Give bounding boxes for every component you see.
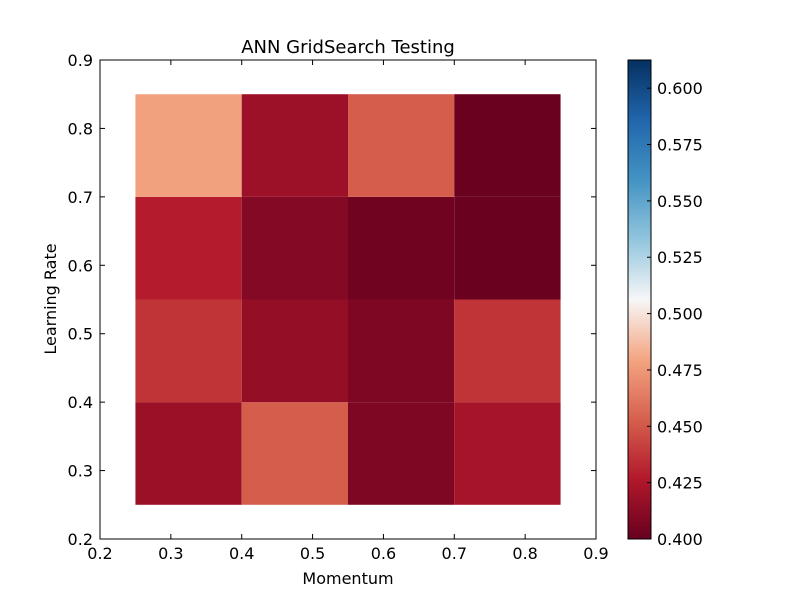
y-tick-label: 0.8 (68, 119, 93, 138)
x-axis-label: Momentum (302, 569, 393, 588)
heatmap-cell (135, 94, 242, 197)
colorbar-tick-label: 0.400 (657, 530, 703, 549)
heatmap-cell (135, 402, 242, 505)
heatmap-cell (454, 94, 561, 197)
heatmap-cell (348, 402, 455, 505)
colorbar-tick-label: 0.450 (657, 417, 703, 436)
y-tick-label: 0.9 (68, 51, 93, 70)
colorbar-ticks: 0.400 0.425 0.450 0.475 0.500 0.525 0.550 0.575… (647, 79, 703, 549)
plot-frame (99, 59, 597, 540)
colorbar-tick-label: 0.425 (657, 474, 703, 493)
colorbar-tick-label: 0.575 (657, 136, 703, 155)
y-tick-label: 0.2 (68, 530, 93, 549)
colorbar-tick-label: 0.600 (657, 79, 703, 98)
y-tick-label: 0.4 (68, 393, 93, 412)
x-tick-label: 0.5 (300, 544, 325, 563)
heatmap-cell (348, 299, 455, 403)
x-tick-label: 0.7 (442, 544, 467, 563)
x-tick-label: 0.3 (158, 544, 183, 563)
heatmap-cell (135, 196, 242, 300)
colorbar (627, 59, 652, 540)
heatmap-cells (135, 94, 561, 505)
heatmap-cell (348, 94, 455, 197)
y-tick-label: 0.5 (68, 325, 93, 344)
x-tick-label: 0.2 (87, 544, 112, 563)
heatmap-cell (454, 299, 561, 403)
heatmap-cell (241, 402, 348, 505)
y-axis-label: Learning Rate (41, 243, 60, 354)
heatmap-cell (348, 196, 455, 300)
x-tick-label: 0.4 (229, 544, 254, 563)
heatmap-cell (241, 94, 348, 197)
colorbar-tick-label: 0.475 (657, 361, 703, 380)
y-tick-label: 0.7 (68, 188, 93, 207)
x-tick-label: 0.9 (583, 544, 608, 563)
heatmap-cell (241, 196, 348, 300)
heatmap-cell (241, 299, 348, 403)
heatmap-cell (135, 299, 242, 403)
colorbar-tick-label: 0.500 (657, 305, 703, 324)
x-tick-label: 0.6 (371, 544, 396, 563)
colorbar-tick-label: 0.525 (657, 248, 703, 267)
x-tick-label: 0.8 (512, 544, 537, 563)
chart-title: ANN GridSearch Testing (241, 37, 455, 58)
axis-ticks: 0.2 0.3 0.4 0.5 0.6 0.7 0.8 0.9 0.2 0.3 0.4 0.5 0.6 0… (68, 51, 609, 563)
heatmap-cell (454, 402, 561, 505)
y-tick-label: 0.6 (68, 256, 93, 275)
colorbar-tick-label: 0.550 (657, 192, 703, 211)
y-tick-label: 0.3 (68, 462, 93, 481)
heatmap-cell (454, 196, 561, 300)
